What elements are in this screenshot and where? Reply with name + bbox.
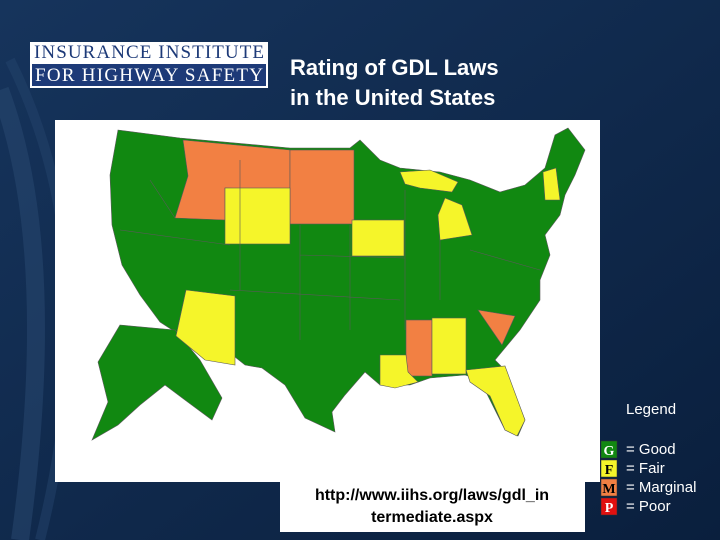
legend-swatch (600, 497, 618, 516)
source-panel (280, 478, 585, 532)
legend: G = Good F = Fair M = Marginal P = Poor (600, 440, 696, 516)
state-fair (542, 167, 561, 201)
state-border (119, 160, 541, 340)
title: in the United States (290, 85, 495, 110)
state-fair (351, 219, 405, 257)
state-fair (175, 289, 236, 366)
us-map (91, 127, 586, 441)
source-url: termediate.aspx (371, 509, 493, 526)
legend-swatch (600, 478, 618, 497)
legend-swatch (600, 440, 618, 459)
logo-band (32, 64, 266, 86)
state-fair (437, 197, 473, 241)
legend-label: = Marginal (626, 479, 696, 496)
legend-letter: G (604, 444, 615, 459)
legend-letter: P (605, 501, 614, 516)
state-marginal (477, 309, 516, 346)
legend-letter: F (605, 463, 614, 478)
state-fair (379, 354, 419, 389)
alaska (91, 324, 223, 441)
state-fair (399, 169, 459, 193)
legend-label: = Fair (626, 460, 665, 477)
title: Rating of GDL Laws (290, 55, 499, 80)
legend-letter: M (602, 482, 615, 497)
decor-arc (0, 86, 45, 540)
state-fair (465, 365, 526, 437)
legend-swatch (600, 459, 618, 478)
legend-label: = Good (626, 441, 676, 458)
source-url: http://www.iihs.org/laws/gdl_in (315, 487, 549, 504)
state-fair (224, 187, 291, 245)
logo-text: INSURANCE INSTITUTE (34, 42, 264, 63)
legend-title: Legend (626, 401, 676, 418)
state-marginal (405, 319, 433, 377)
state-fair (431, 317, 467, 375)
state-marginal (289, 149, 355, 225)
legend-label: = Poor (626, 498, 671, 515)
logo-text: FOR HIGHWAY SAFETY (35, 65, 263, 86)
